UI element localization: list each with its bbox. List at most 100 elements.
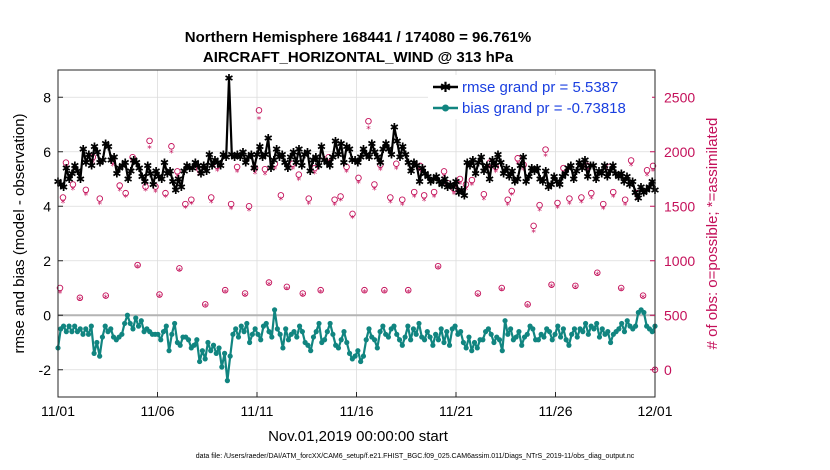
bias-point xyxy=(505,331,511,337)
rmse-point: ✱ xyxy=(620,176,629,189)
obs-assimilated-marker: * xyxy=(595,271,600,281)
bias-point xyxy=(402,334,408,340)
bias-point xyxy=(433,331,439,337)
obs-possible-marker xyxy=(504,196,511,203)
rmse-point: ✱ xyxy=(465,159,474,172)
rmse-point: ✱ xyxy=(303,146,312,159)
obs-possible-marker xyxy=(331,196,338,203)
bias-point xyxy=(599,326,605,332)
bias-point xyxy=(235,334,242,340)
rmse-point: ✱ xyxy=(401,148,410,161)
rmse-point: ✱ xyxy=(415,176,424,189)
obs-assimilated-marker: * xyxy=(267,281,272,291)
rmse-point: ✱ xyxy=(533,162,542,175)
bias-point xyxy=(127,320,133,327)
bias-point xyxy=(60,323,67,329)
bias-point xyxy=(202,356,208,362)
rmse-point: ✱ xyxy=(614,170,623,183)
rmse-point: ✱ xyxy=(168,176,177,189)
bias-point xyxy=(274,326,280,332)
bias-point xyxy=(327,320,333,327)
rmse-point: ✱ xyxy=(353,157,362,170)
obs-assimilated-marker: * xyxy=(209,199,214,209)
obs-possible-marker xyxy=(588,189,595,197)
rmse-point: ✱ xyxy=(412,159,421,172)
bias-point xyxy=(535,337,541,343)
bias-point xyxy=(619,320,625,327)
bias-point xyxy=(222,350,228,356)
obs-possible-marker xyxy=(530,222,537,230)
obs-possible-marker xyxy=(430,188,438,196)
bias-point xyxy=(208,348,214,354)
rmse-point: ✱ xyxy=(171,184,180,197)
y-left-tick-label: 4 xyxy=(43,198,51,214)
bias-point xyxy=(224,378,230,384)
rmse-point: ✱ xyxy=(460,189,469,202)
bias-point xyxy=(355,348,361,354)
obs-assimilated-marker: * xyxy=(143,187,148,197)
rmse-point: ✱ xyxy=(583,170,592,183)
rmse-point: ✱ xyxy=(398,140,407,153)
rmse-point: ✱ xyxy=(608,159,617,172)
rmse-point: ✱ xyxy=(435,176,444,189)
bias-point xyxy=(541,334,547,340)
bias-point xyxy=(88,323,94,329)
rmse-point: ✱ xyxy=(140,176,149,189)
rmse-point: ✱ xyxy=(589,159,598,172)
obs-assimilated-marker: * xyxy=(203,303,208,313)
obs-assimilated-marker: * xyxy=(505,201,510,211)
bias-point xyxy=(460,339,467,346)
rmse-point: ✱ xyxy=(541,165,550,178)
bias-point xyxy=(371,337,378,343)
rmse-point: ✱ xyxy=(384,143,393,156)
bias-point xyxy=(108,326,114,332)
obs-possible-marker xyxy=(621,196,629,203)
obs-possible-marker xyxy=(295,171,303,178)
rmse-point: ✱ xyxy=(440,173,449,186)
obs-possible-marker xyxy=(96,195,104,202)
obs-assimilated-marker: * xyxy=(509,192,514,202)
obs-possible-marker xyxy=(265,279,273,286)
obs-assimilated-marker: * xyxy=(223,289,228,299)
obs-assimilated-marker: * xyxy=(117,187,122,197)
rmse-point: ✱ xyxy=(575,157,584,170)
rmse-point: ✱ xyxy=(121,157,130,170)
x-tick-label: 11/06 xyxy=(141,403,175,419)
bias-point xyxy=(155,331,161,337)
obs-possible-marker xyxy=(371,181,378,188)
obs-assimilated-marker: * xyxy=(163,194,168,204)
rmse-point: ✱ xyxy=(342,140,351,153)
rmse-point: ✱ xyxy=(208,159,217,172)
rmse-point: ✱ xyxy=(146,168,155,181)
obs-assimilated-marker: * xyxy=(464,186,469,196)
rmse-point: ✱ xyxy=(182,159,191,172)
obs-assimilated-marker: * xyxy=(641,294,646,304)
obs-possible-marker xyxy=(188,196,195,203)
obs-assimilated-marker: * xyxy=(611,194,616,204)
obs-assimilated-marker: * xyxy=(229,206,234,216)
bias-point xyxy=(530,326,536,332)
rmse-point: ✱ xyxy=(255,140,264,153)
rmse-point: ✱ xyxy=(510,176,519,189)
obs-possible-marker xyxy=(62,159,70,166)
obs-possible-marker xyxy=(600,200,607,208)
obs-possible-marker xyxy=(207,194,215,201)
rmse-point: ✱ xyxy=(241,157,250,170)
obs-assimilated-marker: * xyxy=(147,145,152,155)
rmse-point: ✱ xyxy=(611,168,620,181)
bias-point xyxy=(488,331,494,337)
bias-point xyxy=(416,320,422,327)
rmse-point: ✱ xyxy=(157,173,166,186)
bias-point xyxy=(124,312,131,318)
rmse-point: ✱ xyxy=(597,168,606,181)
bias-point xyxy=(424,329,430,335)
obs-possible-marker xyxy=(524,301,531,308)
rmse-point: ✱ xyxy=(126,165,135,178)
rmse-point: ✱ xyxy=(300,148,309,161)
rmse-point: ✱ xyxy=(409,157,418,170)
rmse-point: ✱ xyxy=(530,165,539,178)
bias-point xyxy=(624,318,630,324)
bias-point xyxy=(166,348,172,354)
rmse-point: ✱ xyxy=(418,162,427,175)
rmse-point: ✱ xyxy=(87,159,96,172)
